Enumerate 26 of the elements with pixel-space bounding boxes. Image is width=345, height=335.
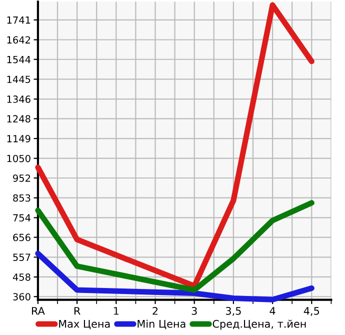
- x-tick-label: 2: [152, 306, 158, 315]
- x-tick-label: 3: [192, 306, 197, 315]
- y-tick-label: 1248: [7, 115, 30, 123]
- x-tick-label: 4: [270, 307, 276, 315]
- x-tick-label: 4,5: [304, 307, 320, 316]
- y-tick-label: 360: [13, 293, 30, 300]
- y-tick-label: 557: [13, 254, 30, 261]
- y-tick-label: 1149: [7, 135, 30, 142]
- y-tick-label: 1050: [7, 154, 30, 162]
- y-tick-label: 1445: [7, 76, 30, 84]
- y-tick-label: 754: [13, 214, 30, 222]
- y-tick-label: 1544: [7, 56, 30, 64]
- y-tick-label: 952: [13, 174, 30, 182]
- x-tick-label: 3,5: [226, 306, 241, 316]
- y-tick-label: 656: [13, 234, 30, 242]
- y-tick-label: 853: [13, 194, 30, 202]
- x-tick-label: RA: [32, 307, 45, 315]
- legend-label: Min Цена: [138, 320, 186, 330]
- x-tick-label: 1: [114, 307, 118, 315]
- legend-label: Сред.Цена, т.йен: [212, 320, 306, 330]
- x-tick-label: R: [74, 307, 80, 315]
- legend-label: Max Цена: [59, 320, 110, 330]
- y-tick-label: 1642: [7, 36, 30, 44]
- y-tick-label: 1741: [7, 16, 30, 24]
- y-tick-label: 458: [12, 273, 30, 281]
- y-tick-label: 1346: [7, 96, 30, 103]
